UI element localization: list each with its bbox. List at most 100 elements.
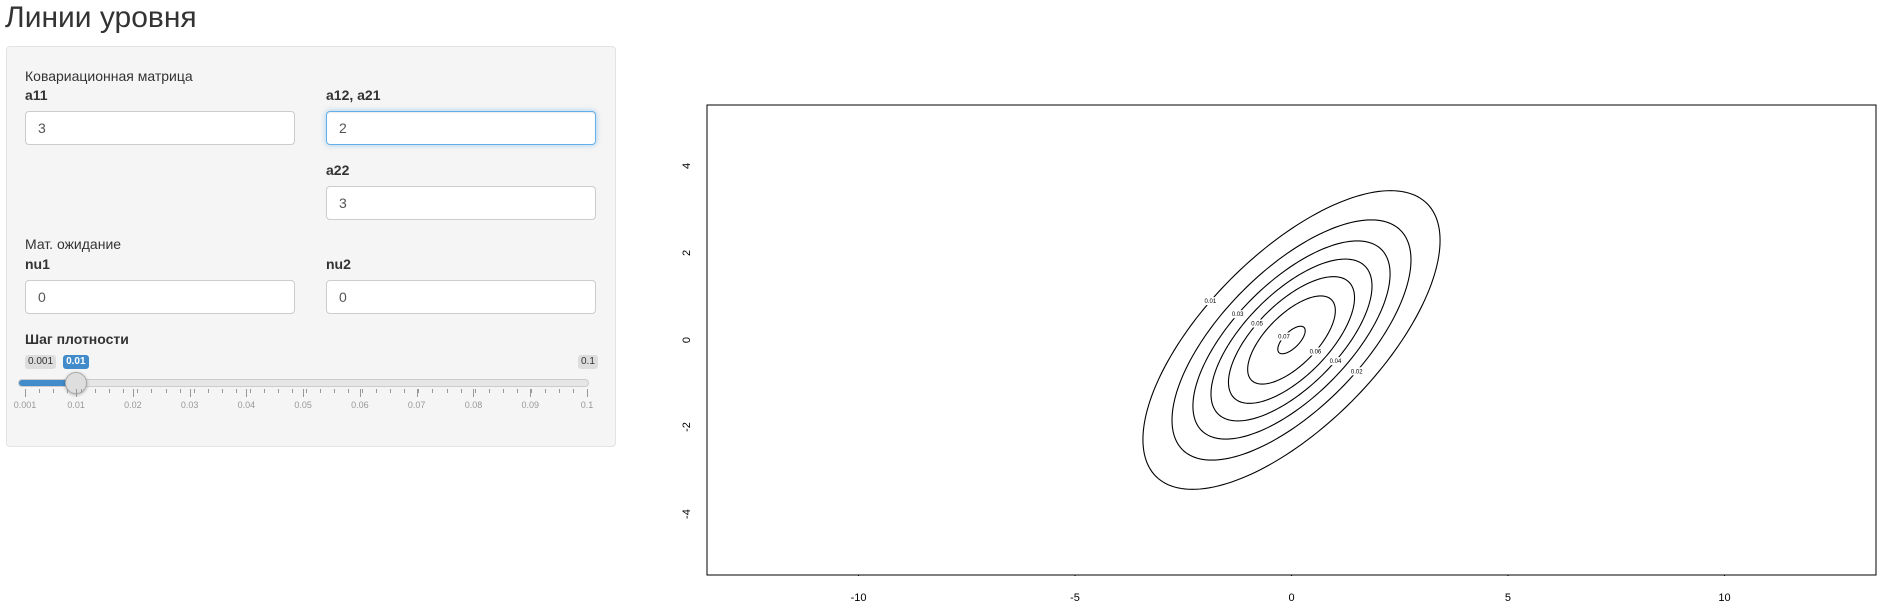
slider-minor-tick [348, 389, 350, 393]
slider-minor-tick [432, 389, 434, 393]
slider-track[interactable] [18, 379, 589, 387]
slider-minor-tick [81, 389, 83, 393]
contour-line [1247, 295, 1336, 385]
slider-minor-tick [179, 389, 181, 393]
slider-minor-tick [320, 389, 322, 393]
nu2-input[interactable] [326, 280, 596, 314]
slider-minor-tick [221, 389, 223, 393]
slider-minor-tick [109, 389, 111, 393]
nu1-label: nu1 [25, 256, 50, 272]
covariance-section-label: Ковариационная матрица [25, 68, 193, 84]
contour-label: 0.04 [1330, 359, 1342, 365]
contour-label-bg [1347, 367, 1366, 376]
slider-minor-tick [530, 389, 532, 393]
contour-label-bg [1201, 297, 1220, 306]
y-tick-label: -2 [681, 422, 693, 432]
contour-label-bg [1326, 357, 1345, 366]
contour-label-bg [1228, 310, 1247, 319]
contour-line [1210, 258, 1373, 422]
nu1-input[interactable] [25, 280, 295, 314]
slider-grid-label: 0.08 [464, 400, 483, 410]
slider-minor-tick [95, 389, 97, 393]
contour-label-bg [1248, 319, 1267, 328]
x-tick-label: -10 [851, 592, 867, 604]
slider-grid-label: 0.03 [180, 400, 199, 410]
slider-major-tick [76, 389, 78, 397]
slider-minor-tick [390, 389, 392, 393]
slider-major-tick [132, 389, 134, 397]
x-tick-label: 5 [1505, 592, 1511, 604]
slider-grid-label: 0.02 [124, 400, 142, 410]
y-tick-label: -4 [681, 509, 693, 519]
slider-minor-tick [474, 389, 476, 393]
contour-line [1192, 240, 1391, 440]
slider-minor-tick [572, 389, 574, 393]
slider-major-tick [189, 389, 191, 397]
slider-minor-tick [502, 389, 504, 393]
slider-value-label: 0.01 [63, 355, 89, 369]
slider-minor-tick [53, 389, 55, 393]
slider-major-tick [416, 389, 418, 397]
a12-label: a12, a21 [326, 87, 381, 103]
slider-minor-tick [39, 389, 41, 393]
slider-minor-tick [235, 389, 237, 393]
contour-label: 0.01 [1205, 299, 1217, 305]
a22-label: a22 [326, 162, 350, 178]
slider-grid-label: 0.001 [13, 400, 37, 410]
slider-minor-tick [544, 389, 546, 393]
contour-label: 0.03 [1232, 312, 1244, 318]
slider-minor-tick [151, 389, 153, 393]
slider-label: Шаг плотности [25, 331, 129, 347]
contour-label: 0.06 [1310, 349, 1322, 355]
contour-label-bg [1306, 347, 1325, 356]
slider-major-tick [25, 389, 26, 397]
y-tick-label: 0 [681, 337, 693, 343]
slider-major-tick [246, 389, 248, 397]
slider-minor-tick [249, 389, 251, 393]
slider-minor-tick [418, 389, 420, 393]
slider-minor-tick [334, 389, 336, 393]
slider-minor-tick [362, 389, 364, 393]
contour-line [1171, 219, 1412, 461]
contour-line [1227, 276, 1356, 404]
slider-minor-tick [460, 389, 462, 393]
slider-minor-tick [207, 389, 209, 393]
nu2-label: nu2 [326, 256, 351, 272]
slider-max-label: 0.1 [578, 355, 598, 369]
slider-minor-tick [516, 389, 518, 393]
slider-minor-tick [277, 389, 279, 393]
contour-line [1142, 190, 1441, 490]
slider-grid-label: 0.07 [407, 400, 426, 410]
slider-grid-label: 0.05 [294, 400, 312, 410]
contour-label-bg [1275, 332, 1294, 341]
a11-input[interactable] [25, 111, 295, 145]
slider-minor-tick [306, 389, 307, 393]
contour-line [1277, 325, 1306, 355]
slider-major-tick [303, 389, 305, 397]
slider-major-tick [473, 389, 475, 397]
a22-input[interactable] [326, 186, 596, 220]
slider-minor-tick [263, 389, 265, 393]
slider-minor-tick [404, 389, 406, 393]
slider-major-tick [587, 389, 588, 397]
mean-section-label: Мат. ожидание [25, 236, 122, 252]
contour-label: 0.07 [1278, 334, 1290, 340]
slider-grid-label: 0.06 [351, 400, 369, 410]
x-tick-label: -5 [1070, 592, 1080, 604]
slider-minor-tick [123, 389, 125, 393]
slider-minor-tick [291, 389, 293, 393]
slider-grid-label: 0.01 [67, 400, 85, 410]
a11-label: a11 [25, 87, 48, 103]
slider-major-tick [359, 389, 361, 397]
slider-grid-label: 0.04 [237, 400, 256, 410]
slider-minor-tick [165, 389, 167, 393]
slider-minor-tick [137, 389, 139, 393]
y-tick-label: 4 [681, 163, 693, 169]
a12-input[interactable] [326, 111, 596, 145]
x-tick-label: 10 [1718, 592, 1730, 604]
slider-minor-tick [488, 389, 490, 393]
slider-minor-tick [376, 389, 378, 393]
slider-grid-label: 0.1 [580, 400, 594, 410]
slider-grid-label: 0.09 [521, 400, 539, 410]
